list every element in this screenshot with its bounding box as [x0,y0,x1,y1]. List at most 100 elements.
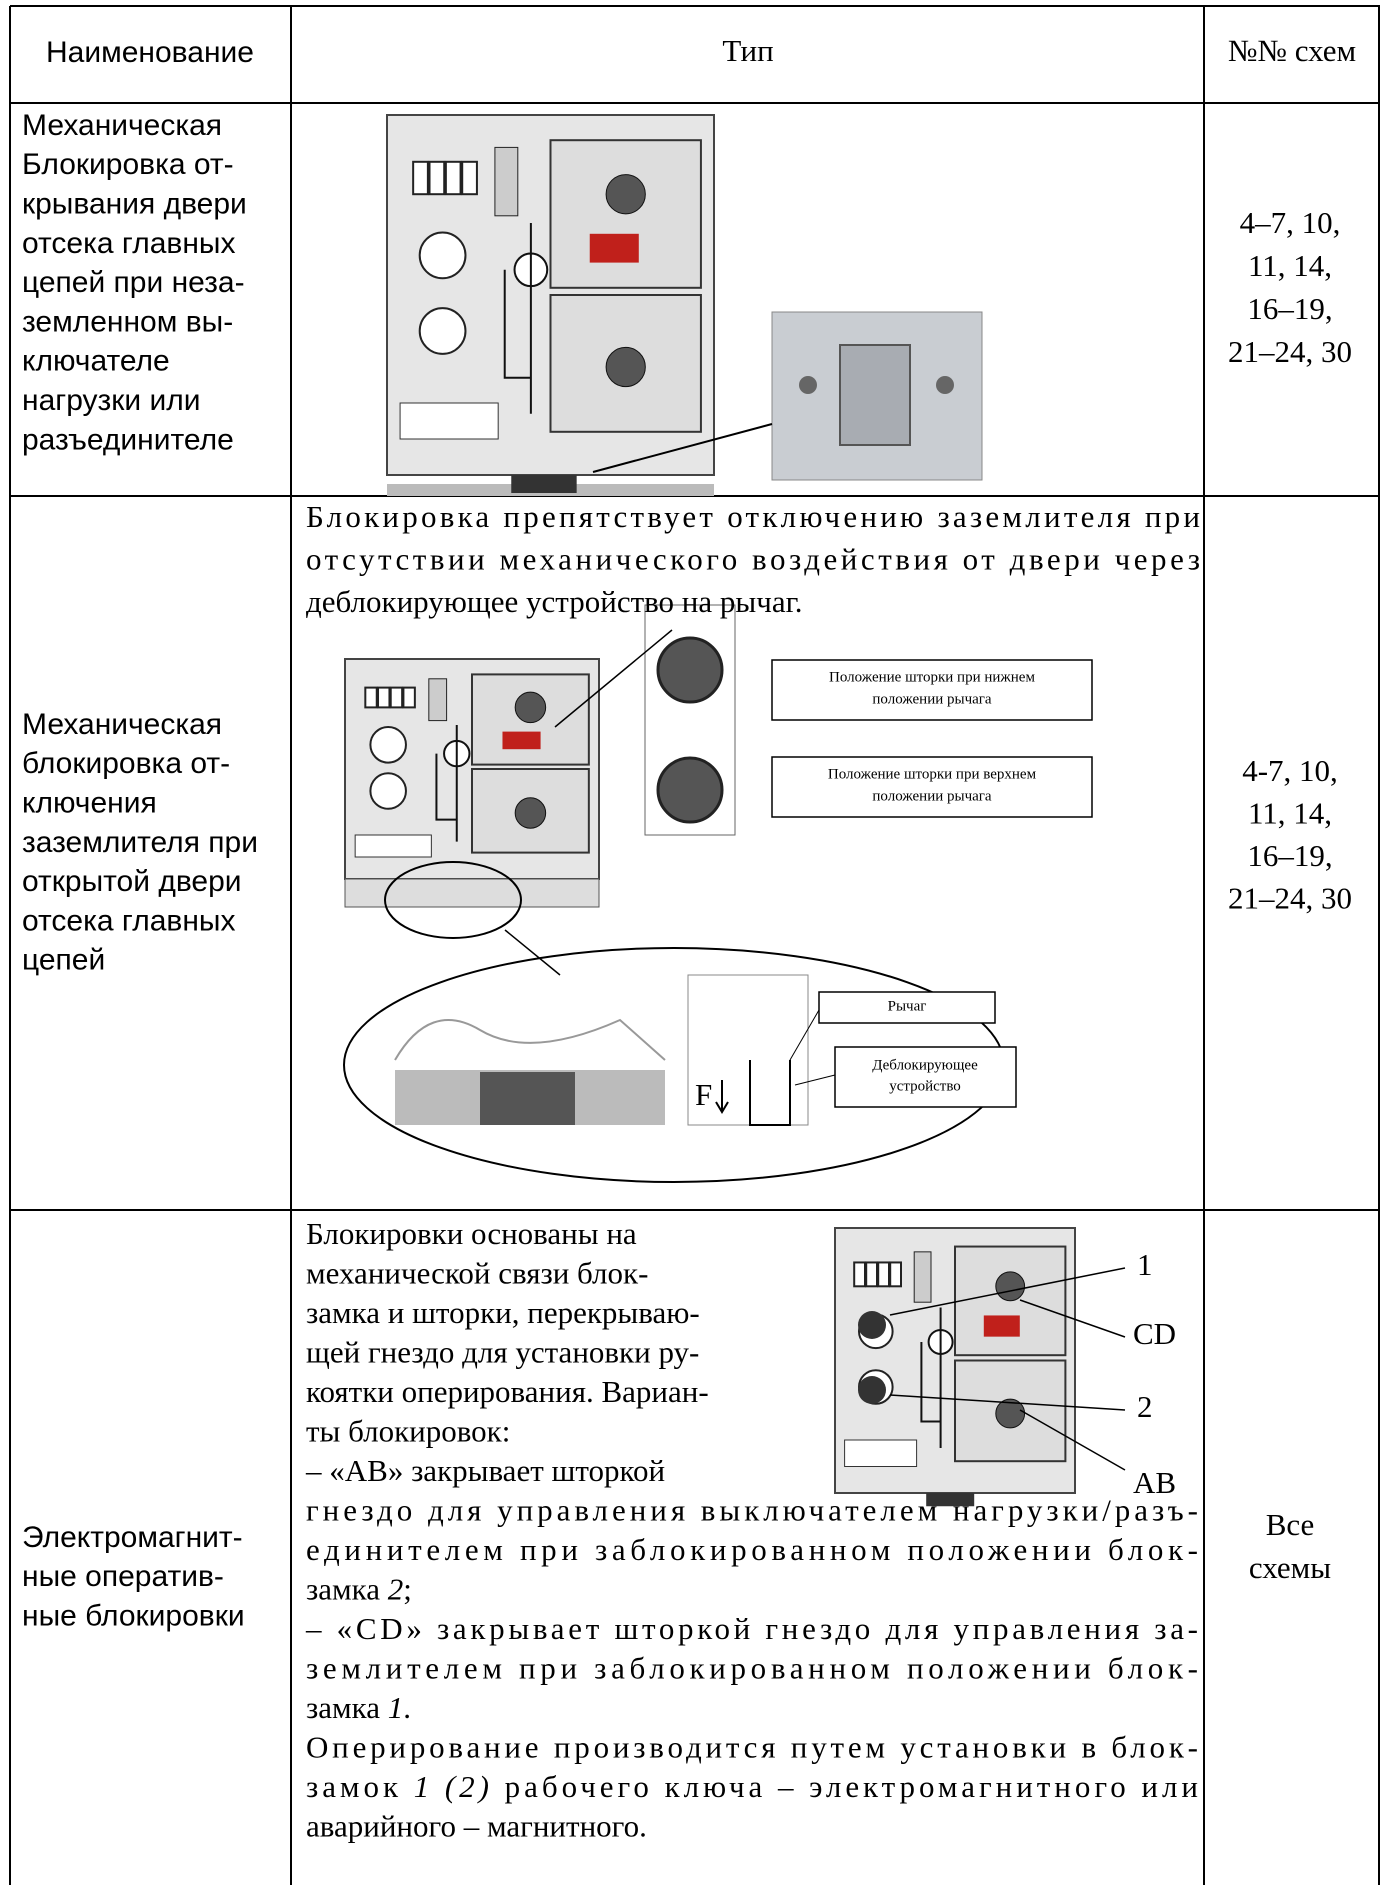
figure-label: положении рычага [872,691,992,707]
opening [418,307,467,355]
switchgear-panel [834,1227,1076,1507]
handle-socket [605,174,646,215]
nameplate [354,834,432,858]
text-segment: рабочего ключа – электромагнитного или [493,1769,1198,1804]
text-line: Электромагнит- [22,1521,243,1554]
text-line: замка 2; [306,1572,412,1607]
callout-label: 2 [1137,1389,1153,1424]
handle-socket [605,346,646,388]
handle-socket [514,691,547,724]
text-line: отсека главных [22,904,235,937]
switchgear-panel [344,658,600,890]
label-box [834,1046,1017,1108]
text-line: земленном вы- [22,305,233,338]
text-line: замка 1. [306,1690,411,1725]
vent [364,686,378,709]
linkage [435,725,458,842]
vent [412,160,429,196]
handle-socket [514,797,547,829]
vent [853,1261,867,1288]
text-line: отсутствии механического воздействия от … [306,542,1200,577]
base-bracket [511,475,577,493]
text-segment: замка [306,1690,388,1725]
text-line: Механическая [22,109,222,142]
text-line: 16–19, [1247,838,1332,873]
label-box [771,756,1093,818]
vent [877,1261,891,1288]
text-line: разъединителе [22,423,234,456]
text-line: 21–24, 30 [1228,334,1352,369]
panel-edge [394,1018,666,1061]
header-cell: №№ схем [1228,33,1356,68]
text-line: Блокировки основаны на [306,1216,637,1251]
text-segment: . [403,1690,411,1725]
leader-line [794,1074,836,1086]
text-line: открытой двери [22,865,242,898]
text-line: механической связи блок- [306,1256,648,1291]
callout-label: AB [1133,1465,1176,1500]
text-line: – «АВ» закрывает шторкой [305,1453,665,1488]
indicator [428,678,448,722]
text-line: 11, 14, [1248,248,1332,283]
figure-label: Рычаг [888,998,927,1014]
text-line: щей гнездо для установки ру- [306,1335,699,1370]
leader-line [592,423,773,473]
text-line: цепей [22,944,105,977]
warning-sign [502,731,541,750]
text-line: крывания двери [22,188,247,221]
text-segment: 1 (2) [414,1769,489,1804]
bracket-slot [480,1072,575,1125]
text-line: землителем при заблокированном положении… [306,1651,1198,1686]
header-cell: Тип [722,33,773,68]
lock-1 [858,1311,886,1339]
text-line: Механическая [22,708,222,741]
base-bracket [926,1493,975,1507]
text-line: Оперирование производится путем установк… [306,1730,1198,1765]
vent [889,1261,903,1288]
figure-label: устройство [889,1078,961,1094]
header-cell: Наименование [46,36,254,69]
handle-socket [995,1271,1026,1302]
nameplate [399,402,499,440]
callout-label: 1 [1137,1247,1153,1282]
text-line: 21–24, 30 [1228,881,1352,916]
text-line: Блокировка от- [22,148,234,181]
figure-label: Положение шторки при нижнем [829,669,1035,685]
nameplate [844,1439,918,1467]
indicator [913,1251,932,1303]
text-line: нагрузки или [22,384,201,417]
callout-label: CD [1133,1316,1176,1351]
vent [389,686,404,709]
text-line: цепей при неза- [22,266,245,299]
text-line: ты блокировок: [306,1414,510,1449]
text-line: единителем при заблокированном положении… [306,1532,1198,1567]
callout-line [889,1267,1126,1316]
text-line: – «CD» закрывает шторкой гнездо для упра… [305,1611,1198,1646]
text-line: замка и шторки, перекрываю- [306,1295,700,1330]
vent [444,160,462,196]
zoom-line [504,929,561,976]
shutter-lower [656,636,724,704]
text-line: Все [1266,1507,1315,1542]
cabinet-base [344,878,600,908]
text-line: замок 1 (2) рабочего ключа – электромагн… [306,1769,1198,1804]
label-box [818,991,996,1024]
figure-label: Деблокирующее [872,1057,978,1073]
text-line: деблокирующее устройство на рычаг. [306,584,803,619]
text-line: заземлителя при [22,826,258,859]
lever [749,1060,791,1126]
warning-sign [983,1315,1020,1337]
text-line: коятки оперирования. Вариан- [306,1374,709,1409]
illustrations: Положение шторки при нижнем положении рыч… [343,114,1176,1507]
text-segment: замок [306,1769,410,1804]
figure-label: Положение шторки при верхнем [828,766,1037,782]
shutter-upper [656,756,724,824]
opening [369,772,407,810]
text-line: аварийного – магнитного. [306,1809,647,1844]
detail-bracket [839,344,911,446]
text-line: 4–7, 10, [1240,205,1341,240]
figure-label: положении рычага [872,788,992,804]
text-segment: 1 [388,1690,404,1725]
bolt [799,376,817,394]
leader-line [789,1009,820,1061]
